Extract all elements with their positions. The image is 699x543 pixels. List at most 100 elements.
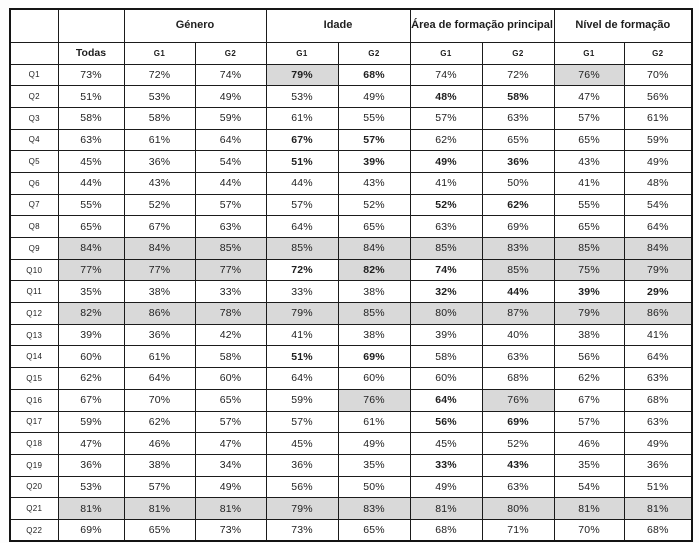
group-header-idade: Idade: [265, 8, 411, 43]
value-cell: 84%: [623, 237, 693, 260]
value-cell: 47%: [194, 432, 267, 455]
value-cell: 67%: [265, 128, 339, 152]
row-label: Q20: [9, 475, 59, 499]
value-cell: 84%: [337, 237, 411, 260]
row-label: Q19: [9, 453, 59, 477]
value-cell: 70%: [623, 63, 693, 87]
table-row: Q11 35% 38% 33% 33% 38% 32% 44% 39% 29%: [9, 280, 693, 304]
value-cell: 84%: [57, 237, 125, 260]
value-cell: 60%: [194, 367, 267, 390]
value-cell: 65%: [337, 215, 411, 238]
value-cell: 73%: [265, 518, 339, 542]
row-label: Q12: [9, 302, 59, 325]
value-cell: 83%: [337, 497, 411, 520]
value-cell: 43%: [337, 171, 411, 195]
value-cell: 77%: [57, 258, 125, 282]
value-cell: 58%: [57, 106, 125, 130]
value-cell: 35%: [57, 280, 125, 304]
value-cell: 39%: [57, 323, 125, 347]
value-cell: 60%: [409, 367, 483, 390]
value-cell: 44%: [194, 171, 267, 195]
value-cell: 44%: [265, 171, 339, 195]
value-cell: 61%: [123, 128, 196, 152]
value-cell: 57%: [265, 193, 339, 217]
value-cell: 84%: [123, 237, 196, 260]
table-row: Q15 62% 64% 60% 64% 60% 60% 68% 62% 63%: [9, 367, 693, 390]
value-cell: 63%: [481, 106, 555, 130]
value-cell: 38%: [337, 280, 411, 304]
group-header-area-formacao: Área de formação principal: [409, 8, 555, 43]
row-label: Q15: [9, 367, 59, 390]
value-cell: 57%: [409, 106, 483, 130]
value-cell: 65%: [194, 388, 267, 412]
value-cell: 79%: [265, 497, 339, 520]
value-cell: 49%: [623, 150, 693, 173]
value-cell: 70%: [123, 388, 196, 412]
row-label: Q5: [9, 150, 59, 173]
value-cell: 82%: [337, 258, 411, 282]
value-cell: 81%: [57, 497, 125, 520]
value-cell: 64%: [265, 215, 339, 238]
value-cell: 63%: [409, 215, 483, 238]
value-cell: 72%: [265, 258, 339, 282]
value-cell: 53%: [57, 475, 125, 499]
row-label: Q8: [9, 215, 59, 238]
value-cell: 63%: [481, 475, 555, 499]
corner-cell-empty: [9, 41, 59, 65]
value-cell: 49%: [337, 85, 411, 108]
value-cell: 41%: [553, 171, 625, 195]
value-cell: 29%: [623, 280, 693, 304]
value-cell: 65%: [553, 128, 625, 152]
row-label: Q10: [9, 258, 59, 282]
row-label: Q13: [9, 323, 59, 347]
table-row: Q9 84% 84% 85% 85% 84% 85% 83% 85% 84%: [9, 237, 693, 260]
value-cell: 45%: [265, 432, 339, 455]
value-cell: 38%: [337, 323, 411, 347]
value-cell: 63%: [623, 410, 693, 434]
value-cell: 44%: [481, 280, 555, 304]
value-cell: 64%: [123, 367, 196, 390]
table-row: Q13 39% 36% 42% 41% 38% 39% 40% 38% 41%: [9, 323, 693, 347]
value-cell: 57%: [194, 193, 267, 217]
value-cell: 58%: [481, 85, 555, 108]
value-cell: 63%: [57, 128, 125, 152]
value-cell: 61%: [123, 345, 196, 369]
row-label: Q9: [9, 237, 59, 260]
value-cell: 61%: [623, 106, 693, 130]
corner-cell: [9, 8, 59, 43]
table-row: Q22 69% 65% 73% 73% 65% 68% 71% 70% 68%: [9, 518, 693, 542]
value-cell: 44%: [57, 171, 125, 195]
subheader-row: Todas G1 G2 G1 G2 G1 G2 G1 G2: [9, 41, 693, 65]
row-label: Q4: [9, 128, 59, 152]
value-cell: 43%: [481, 453, 555, 477]
table-row: Q19 36% 38% 34% 36% 35% 33% 43% 35% 36%: [9, 453, 693, 477]
value-cell: 76%: [337, 388, 411, 412]
value-cell: 49%: [194, 85, 267, 108]
row-label: Q18: [9, 432, 59, 455]
group-header-nivel-formacao: Nível de formação: [553, 8, 693, 43]
value-cell: 69%: [481, 410, 555, 434]
value-cell: 75%: [553, 258, 625, 282]
value-cell: 33%: [194, 280, 267, 304]
value-cell: 85%: [265, 237, 339, 260]
value-cell: 33%: [409, 453, 483, 477]
value-cell: 65%: [553, 215, 625, 238]
value-cell: 56%: [553, 345, 625, 369]
value-cell: 57%: [553, 106, 625, 130]
value-cell: 50%: [481, 171, 555, 195]
value-cell: 52%: [409, 193, 483, 217]
value-cell: 64%: [194, 128, 267, 152]
table-row: Q16 67% 70% 65% 59% 76% 64% 76% 67% 68%: [9, 388, 693, 412]
column-header-genero-g2: G2: [194, 41, 267, 65]
table-row: Q18 47% 46% 47% 45% 49% 45% 52% 46% 49%: [9, 432, 693, 455]
row-label: Q2: [9, 85, 59, 108]
value-cell: 86%: [123, 302, 196, 325]
row-label: Q1: [9, 63, 59, 87]
value-cell: 55%: [553, 193, 625, 217]
value-cell: 54%: [194, 150, 267, 173]
value-cell: 60%: [337, 367, 411, 390]
results-table: Género Idade Área de formação principal …: [9, 8, 694, 543]
table-row: Q20 53% 57% 49% 56% 50% 49% 63% 54% 51%: [9, 475, 693, 499]
value-cell: 71%: [481, 518, 555, 542]
